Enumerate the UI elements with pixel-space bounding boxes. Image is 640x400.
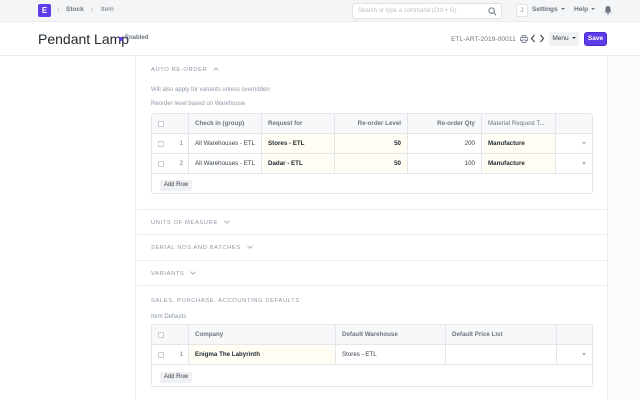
row-edit-toggle[interactable]: [556, 154, 592, 173]
breadcrumb-chevron-icon: ›: [91, 5, 94, 14]
section-label: AUTO RE-ORDER: [151, 67, 208, 73]
navbar: E › Stock › Item Search or type a comman…: [0, 0, 640, 22]
search-icon: [488, 7, 497, 16]
help-label: Help: [574, 6, 589, 13]
item-defaults-table: Company Default Warehouse Default Price …: [151, 324, 593, 387]
cell-request-for[interactable]: Stores - ETL: [262, 134, 335, 153]
menu-label: Menu: [552, 35, 569, 42]
print-icon[interactable]: [520, 35, 528, 43]
chevron-up-icon: [213, 67, 220, 73]
row-checkbox[interactable]: [158, 141, 164, 147]
form-body: AUTO RE-ORDER Will also apply for varian…: [137, 56, 607, 400]
previous-record-icon[interactable]: [530, 34, 536, 43]
column-header: Default Warehouse: [336, 325, 446, 344]
breadcrumb-chevron-icon: ›: [57, 5, 60, 14]
caret-down-icon: [560, 8, 565, 11]
next-record-icon[interactable]: [539, 34, 545, 43]
table-label: Item Defaults: [151, 314, 187, 320]
search-placeholder: Search or type a command (Ctrl + G): [358, 8, 457, 14]
chevron-down-icon: [247, 243, 253, 249]
cell-company[interactable]: Enigma The Labyrinth: [189, 345, 336, 364]
section-toggle-variants[interactable]: VARIANTS: [151, 269, 197, 277]
caret-down-icon: [591, 8, 596, 11]
table-header: Company Default Warehouse Default Price …: [152, 325, 592, 345]
select-all-checkbox[interactable]: [158, 332, 164, 338]
chevron-down-icon: [224, 218, 230, 224]
cell-default-warehouse[interactable]: Stores - ETL: [336, 345, 446, 364]
cell-reorder-qty[interactable]: 100: [408, 154, 482, 173]
add-row-button[interactable]: Add Row: [160, 180, 192, 191]
bell-icon[interactable]: [604, 5, 612, 15]
chevron-down-icon: [190, 269, 197, 275]
page-title: Pendant Lamp: [38, 31, 130, 47]
section-description: Will also apply for variants unless over…: [151, 87, 270, 93]
avatar[interactable]: J: [516, 4, 528, 17]
save-button[interactable]: Save: [584, 32, 607, 46]
row-checkbox[interactable]: [158, 352, 164, 358]
breadcrumb-item[interactable]: Item: [101, 6, 114, 13]
section-defaults: SALES, PURCHASE, ACCOUNTING DEFAULTS Ite…: [137, 286, 607, 400]
column-header: Material Request T...: [482, 114, 556, 133]
cell-check-in-group[interactable]: All Warehouses - ETL: [189, 134, 262, 153]
table-row[interactable]: 2 All Warehouses - ETL Dadar - ETL 50 10…: [152, 154, 592, 174]
section-toggle-units-of-measure[interactable]: UNITS OF MEASURE: [151, 218, 230, 226]
search-input[interactable]: Search or type a command (Ctrl + G): [352, 3, 502, 19]
column-header: Check in (group): [189, 114, 262, 133]
column-header: Default Price List: [446, 325, 557, 344]
table-label: Reorder level based on Warehouse: [151, 101, 246, 107]
section-label: UNITS OF MEASURE: [151, 220, 218, 226]
cell-material-request-type[interactable]: Manufacture: [482, 134, 556, 153]
row-edit-toggle[interactable]: [556, 134, 592, 153]
status-indicator-icon: [119, 37, 123, 41]
cell-reorder-level[interactable]: 50: [335, 134, 408, 153]
select-all-checkbox[interactable]: [158, 121, 164, 127]
column-header: Company: [189, 325, 336, 344]
table-row[interactable]: 1 Enigma The Labyrinth Stores - ETL: [152, 345, 592, 365]
help-dropdown[interactable]: Help: [574, 6, 596, 13]
section-label: SALES, PURCHASE, ACCOUNTING DEFAULTS: [151, 298, 300, 304]
section-toggle-serial-nos[interactable]: SERIAL NOS AND BATCHES: [151, 243, 253, 251]
section-auto-reorder: AUTO RE-ORDER Will also apply for varian…: [137, 56, 607, 210]
table-row[interactable]: 1 All Warehouses - ETL Stores - ETL 50 2…: [152, 134, 592, 154]
cell-request-for[interactable]: Dadar - ETL: [262, 154, 335, 173]
page-head: Pendant Lamp Enabled ETL-ART-2019-00011 …: [0, 22, 640, 56]
section-label: VARIANTS: [151, 271, 185, 277]
row-checkbox[interactable]: [158, 161, 164, 167]
section-units-of-measure: UNITS OF MEASURE: [137, 210, 607, 235]
caret-down-icon: [582, 142, 586, 145]
app-logo[interactable]: E: [38, 4, 51, 17]
form-sidebar: [0, 56, 136, 400]
add-row-button[interactable]: Add Row: [160, 372, 192, 383]
row-edit-toggle[interactable]: [557, 345, 592, 364]
document-name: ETL-ART-2019-00011: [451, 36, 516, 43]
breadcrumb-stock[interactable]: Stock: [66, 6, 84, 13]
row-index: 2: [179, 160, 183, 167]
settings-dropdown[interactable]: Settings: [532, 6, 565, 13]
column-header: Re-order Level: [335, 114, 408, 133]
row-index: 1: [179, 351, 183, 358]
column-header: Request for: [262, 114, 335, 133]
caret-down-icon: [571, 37, 576, 40]
cell-reorder-qty[interactable]: 200: [408, 134, 482, 153]
right-gutter: [607, 56, 640, 400]
section-toggle-auto-reorder[interactable]: AUTO RE-ORDER: [151, 67, 220, 73]
caret-down-icon: [582, 162, 586, 165]
section-label: SERIAL NOS AND BATCHES: [151, 245, 241, 251]
settings-label: Settings: [532, 6, 558, 13]
reorder-table: Check in (group) Request for Re-order Le…: [151, 113, 593, 194]
caret-down-icon: [582, 353, 586, 356]
status-badge: Enabled: [125, 35, 149, 41]
section-serial-nos-and-batches: SERIAL NOS AND BATCHES: [137, 235, 607, 261]
cell-check-in-group[interactable]: All Warehouses - ETL: [189, 154, 262, 173]
column-header: Re-order Qty: [408, 114, 482, 133]
cell-default-price-list[interactable]: [446, 345, 557, 364]
cell-reorder-level[interactable]: 50: [335, 154, 408, 173]
section-variants: VARIANTS: [137, 261, 607, 286]
cell-material-request-type[interactable]: Manufacture: [482, 154, 556, 173]
row-index: 1: [179, 140, 183, 147]
menu-button[interactable]: Menu: [549, 32, 579, 46]
table-header: Check in (group) Request for Re-order Le…: [152, 114, 592, 134]
